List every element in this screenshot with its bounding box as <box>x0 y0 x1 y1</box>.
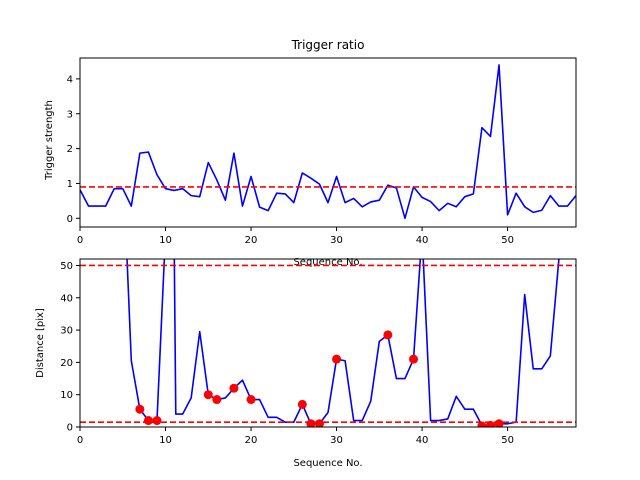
data-point <box>298 400 307 409</box>
data-point <box>204 390 213 399</box>
x-tick-label: 40 <box>416 235 429 246</box>
data-point <box>152 416 161 425</box>
y-tick-label: 50 <box>60 261 73 272</box>
y-tick-label: 20 <box>60 358 73 369</box>
data-point <box>144 416 153 425</box>
series-line <box>80 65 576 218</box>
y-tick-label: 0 <box>67 214 73 225</box>
x-tick-label: 10 <box>159 435 172 446</box>
data-point <box>477 422 486 431</box>
x-tick-label: 0 <box>77 435 83 446</box>
x-tick-label: 40 <box>416 435 429 446</box>
y-tick-label: 4 <box>67 74 73 85</box>
top-y-axis-label: Trigger strength <box>44 100 55 181</box>
y-tick-label: 40 <box>60 293 73 304</box>
x-tick-label: 50 <box>501 435 514 446</box>
trigger-ratio-plot: 0 10 20 30 40 50 0 1 2 3 4 <box>67 58 576 246</box>
bottom-x-axis-label: Sequence No. <box>293 458 362 469</box>
data-point <box>247 395 256 404</box>
y-tick-label: 2 <box>67 144 73 155</box>
data-point <box>409 355 418 364</box>
distance-plot: 0 10 20 30 40 50 0 10 20 30 40 50 <box>60 233 576 446</box>
x-tick-label: 50 <box>501 235 514 246</box>
y-tick-label: 10 <box>60 390 73 401</box>
y-tick-label: 1 <box>67 179 73 190</box>
x-tick-label: 20 <box>245 235 258 246</box>
x-tick-label: 10 <box>159 235 172 246</box>
x-tick-label: 30 <box>330 235 343 246</box>
y-tick-label: 0 <box>67 423 73 434</box>
y-tick-label: 3 <box>67 109 73 120</box>
data-point <box>383 330 392 339</box>
y-tick-label: 30 <box>60 326 73 337</box>
chart-canvas: Trigger ratio 0 10 20 30 40 50 0 1 2 3 4 Sequence … <box>0 0 640 480</box>
data-point <box>212 395 221 404</box>
data-point <box>229 384 238 393</box>
x-tick-label: 0 <box>77 235 83 246</box>
bottom-plot-frame <box>80 259 576 427</box>
chart-title: Trigger ratio <box>291 38 365 52</box>
data-point <box>332 355 341 364</box>
bottom-y-axis-label: Distance [pix] <box>35 308 46 378</box>
top-plot-area <box>80 65 576 218</box>
data-point <box>486 421 495 430</box>
x-tick-label: 30 <box>330 435 343 446</box>
data-point <box>135 405 144 414</box>
x-tick-label: 20 <box>245 435 258 446</box>
